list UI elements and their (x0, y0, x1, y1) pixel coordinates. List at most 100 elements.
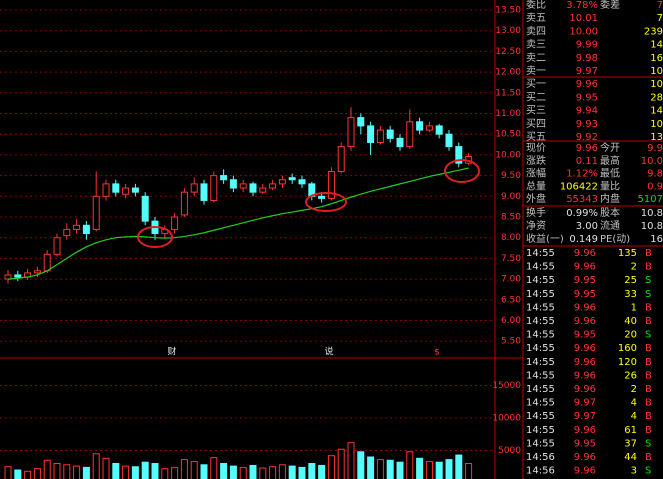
tick-side: B (645, 452, 652, 463)
price-label: 7.00 (501, 275, 521, 285)
tick-time: 14:55 (526, 248, 555, 259)
volume-bar (337, 448, 345, 479)
value: 9.96 (576, 143, 598, 154)
candle-body (435, 125, 443, 135)
price-label: 11.00 (495, 109, 521, 119)
tick-volume: 2 (631, 262, 637, 273)
volume-bar (376, 459, 384, 479)
candle-body (347, 117, 355, 148)
volume-bar (269, 466, 277, 479)
volume-bar (220, 463, 228, 479)
label: PE(动) (600, 233, 630, 245)
tick-side: B (645, 302, 652, 313)
volume-bar (445, 459, 453, 479)
volume-bar (465, 463, 473, 479)
candle-body (63, 228, 71, 237)
label: 股本 (600, 206, 620, 219)
tick-price: 9.96 (574, 316, 596, 327)
volume-bar (455, 454, 463, 479)
candle-body (318, 195, 326, 199)
candle-body (200, 183, 208, 201)
tick-price: 9.95 (574, 330, 596, 341)
volume-bar (347, 442, 355, 479)
tick-side: S (645, 466, 651, 477)
tick-time: 14:56 (526, 466, 555, 477)
tick-time: 14:55 (526, 275, 555, 286)
level-price: 9.97 (576, 66, 598, 77)
tick-side: S (645, 438, 651, 449)
volume-bar (367, 456, 375, 479)
level-volume: 14 (650, 40, 663, 51)
label: 换手 (526, 206, 546, 219)
tick-time: 14:55 (526, 398, 555, 409)
value: 7 (657, 0, 663, 11)
tick-side: B (645, 398, 652, 409)
highlight (137, 226, 173, 248)
label: 委比 (526, 0, 546, 11)
level-label: 卖二 (526, 52, 546, 64)
volume-bar (308, 463, 316, 479)
label: 总量 (526, 179, 546, 192)
volume-bar (288, 465, 296, 479)
level-volume: 16 (650, 53, 663, 64)
tick-volume: 44 (624, 452, 637, 463)
tick-volume: 25 (624, 275, 637, 286)
volume-bar (425, 461, 433, 479)
tick-time: 14:55 (526, 330, 555, 341)
volume-label: 10000 (492, 414, 521, 424)
tick-side: B (645, 316, 652, 327)
candle-body (112, 183, 120, 193)
volume-bar (210, 457, 218, 479)
price-label: 5.50 (501, 337, 521, 347)
candle-body (141, 195, 149, 222)
tick-volume: 120 (618, 357, 637, 368)
candle-body (337, 146, 345, 172)
tick-time: 14:55 (526, 384, 555, 395)
candle-body (259, 187, 267, 193)
tick-volume: 37 (624, 438, 637, 449)
tick-time: 14:55 (526, 316, 555, 327)
label: 外盘 (526, 192, 546, 205)
volume-bar (396, 461, 404, 479)
tick-time: 14:55 (526, 289, 555, 300)
value: 0.11 (576, 156, 598, 167)
tick-price: 9.95 (574, 275, 596, 286)
price-label: 12.50 (495, 47, 521, 57)
level-price: 10.00 (569, 26, 598, 37)
price-label: 9.00 (501, 192, 521, 202)
candle-body (239, 183, 247, 189)
level-volume: 7 (657, 13, 663, 24)
candle-body (43, 253, 51, 272)
value: 3.00 (576, 221, 598, 232)
value: 5107 (638, 194, 663, 205)
label: 涨幅 (526, 167, 546, 180)
candle-body (445, 133, 453, 148)
level-label: 买四 (526, 118, 546, 130)
tick-side: B (645, 384, 652, 395)
volume-bar (278, 464, 286, 479)
volume-bar (386, 459, 394, 479)
level-price: 9.93 (576, 119, 598, 130)
tick-price: 9.97 (574, 411, 596, 422)
volume-bar (259, 467, 267, 479)
candle-body (210, 175, 218, 201)
value: 55343 (566, 194, 598, 205)
level-volume: 239 (644, 26, 663, 37)
candle-body (327, 170, 335, 199)
tick-time: 14:55 (526, 357, 555, 368)
candle-body (425, 125, 433, 131)
level-price: 9.95 (576, 92, 598, 103)
price-label: 9.50 (501, 171, 521, 181)
candle-body (220, 175, 228, 181)
value: 9.8 (647, 169, 663, 180)
volume-bar (151, 463, 159, 479)
tick-volume: 160 (618, 343, 637, 354)
level-label: 卖一 (526, 65, 546, 77)
value: 0.99% (566, 208, 598, 219)
tick-price: 9.97 (574, 398, 596, 409)
tick-volume: 3 (631, 466, 637, 477)
level-label: 买三 (526, 105, 546, 117)
tick-price: 9.96 (574, 248, 596, 259)
tick-time: 14:55 (526, 302, 555, 313)
